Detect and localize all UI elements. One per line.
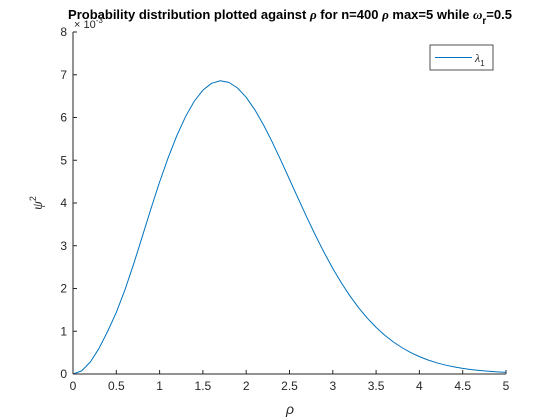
- x-tick-label: 3.5: [368, 379, 385, 393]
- y-tick-label: 2: [60, 282, 67, 296]
- series-line-1: [72, 80, 507, 375]
- y-tick-label: 3: [60, 239, 67, 253]
- x-tick-label: 0.5: [108, 379, 125, 393]
- x-tick-label: 2.5: [281, 379, 298, 393]
- x-tick-label: 3: [329, 379, 336, 393]
- series-layer: [72, 80, 507, 375]
- y-tick-label: 8: [60, 25, 67, 39]
- x-tick-label: 1: [156, 379, 163, 393]
- ticks-layer: 0 0.5 1 1.5 2 2.5 3 3.5 4 4.5 5 0 1 2 3 4 5 6 7 8: [60, 25, 509, 393]
- plot-area: [73, 32, 506, 374]
- y-tick-label: 7: [60, 68, 67, 82]
- y-tick-label: 4: [60, 196, 67, 210]
- x-axis-label: ρ: [285, 401, 294, 417]
- y-axis-label: ψ2: [28, 196, 46, 210]
- x-tick-label: 4: [416, 379, 423, 393]
- y-tick-label: 6: [60, 111, 67, 125]
- legend-entry-label: λ1: [474, 51, 485, 68]
- legend: λ1: [429, 44, 494, 71]
- x-tick-label: 0: [70, 379, 77, 393]
- x-tick-label: 1.5: [195, 379, 212, 393]
- x-tick-label: 4.5: [454, 379, 471, 393]
- chart-title: Probability distribution plotted against…: [68, 7, 512, 27]
- y-tick-label: 0: [60, 367, 67, 381]
- x-tick-label: 5: [503, 379, 510, 393]
- x-tick-label: 2: [243, 379, 250, 393]
- y-tick-label: 1: [60, 324, 67, 338]
- y-axis-exponent: × 10-3: [74, 16, 103, 31]
- y-tick-label: 5: [60, 153, 67, 167]
